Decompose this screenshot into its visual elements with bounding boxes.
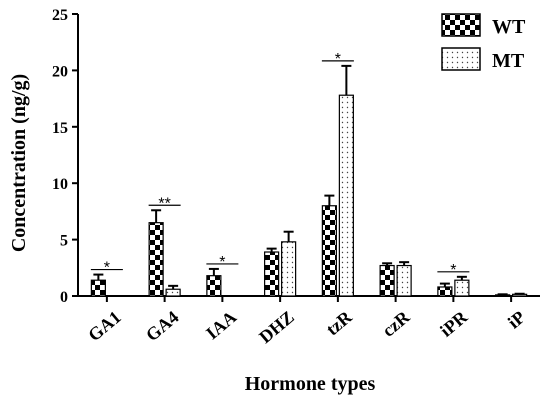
bar-wt-tzr [321, 205, 337, 297]
bar-mt-dhz [281, 241, 297, 297]
bar-mt-tzr [338, 94, 354, 297]
x-tick-label-ipr: iPR [436, 306, 472, 341]
bar-wt-ga1 [90, 279, 106, 297]
legend-swatch-wt [441, 13, 481, 37]
sig-label-iaa: * [219, 254, 225, 271]
y-tick-label-1: 5 [60, 233, 68, 250]
y-tick-label-2: 10 [52, 176, 68, 193]
sig-label-ga1: * [104, 260, 110, 277]
bar-mt-ipr [454, 279, 470, 297]
x-tick-label-ga1: GA1 [84, 307, 124, 345]
legend-swatch-mt [441, 47, 481, 71]
y-tick-label-4: 20 [52, 63, 68, 80]
y-axis: 0 5 10 15 20 25 [52, 7, 79, 306]
bar-mt-czr [396, 264, 412, 297]
y-tick-label-3: 15 [52, 120, 68, 137]
y-axis-title: Concentration (ng/g) [8, 74, 30, 252]
bar-wt-ga4 [148, 222, 164, 297]
x-tick-label-ip: iP [504, 307, 529, 333]
y-tick-label-5: 25 [52, 7, 68, 24]
x-tick-label-dhz: DHZ [255, 307, 298, 347]
x-tick-label-iaa: IAA [202, 307, 240, 344]
x-axis-title: Hormone types [245, 373, 376, 395]
bars [90, 64, 528, 297]
x-tick-label-czr: czR [378, 306, 414, 341]
legend: WT MT [441, 13, 526, 72]
x-axis: GA1 GA4 IAA DHZ tzR czR iPR iP [78, 295, 540, 347]
bar-wt-dhz [264, 251, 280, 297]
bar-mt-ga4 [165, 288, 181, 297]
bar-wt-czr [379, 264, 395, 297]
significance-markers: ****** [90, 51, 470, 279]
sig-label-ga4: ** [158, 195, 170, 212]
x-tick-label-ga4: GA4 [142, 307, 182, 345]
bar-wt-ipr [437, 286, 453, 297]
y-tick-label-0: 0 [60, 289, 68, 306]
sig-label-ipr: * [450, 262, 456, 279]
bar-wt-iaa [206, 275, 222, 297]
legend-label-wt: WT [492, 16, 526, 38]
legend-label-mt: MT [492, 50, 525, 72]
sig-label-tzr: * [335, 51, 341, 68]
x-tick-label-tzr: tzR [322, 306, 356, 339]
